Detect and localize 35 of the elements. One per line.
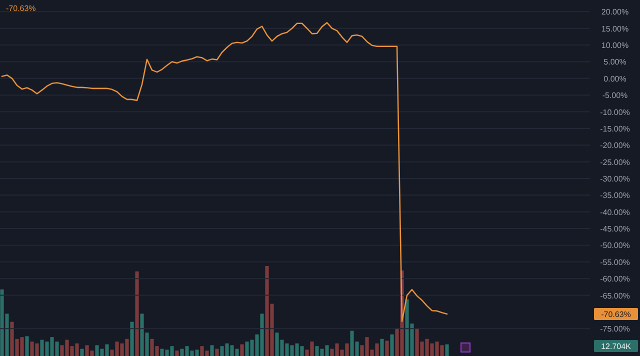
y-tick-label: 5.00% [604, 58, 626, 67]
y-tick-label: -35.00% [600, 191, 630, 200]
y-tick-label: -5.00% [602, 91, 628, 100]
bar [80, 348, 84, 356]
bar [445, 344, 449, 356]
bar [175, 350, 179, 356]
line-series [1, 22, 448, 322]
bar [210, 345, 214, 356]
y-tick-label: -40.00% [600, 208, 630, 217]
bar [215, 348, 219, 356]
bar [380, 338, 384, 356]
text: -70.63% [6, 4, 36, 13]
y-tick-label: 10.00% [601, 41, 629, 50]
y-tick-label: -75.00% [600, 324, 630, 334]
bar [240, 344, 244, 356]
bar [390, 334, 394, 356]
bar [25, 336, 29, 356]
y-tick-label: -25.00% [600, 158, 630, 167]
bar [130, 322, 134, 356]
y-tick-label: -10.00% [600, 108, 630, 117]
text: 12.704K [601, 342, 632, 351]
y-tick-label: -45.00% [600, 224, 630, 234]
y-tick-label: 0.00% [604, 74, 626, 84]
bar [385, 340, 389, 356]
y-tick-label: -20.00% [600, 141, 630, 150]
y-tick-label: 15.00% [601, 24, 629, 34]
text: -70.63% [601, 310, 631, 320]
y-tick-label: -60.00% [600, 274, 630, 284]
bar [135, 271, 139, 356]
y-tick-label: -15.00% [600, 124, 630, 134]
y-tick-label: -55.00% [600, 258, 630, 267]
y-tick-label: -50.00% [600, 241, 630, 250]
y-tick-label: -65.00% [600, 291, 630, 300]
y-tick-label: 20.00% [601, 8, 629, 17]
y-tick-label: -30.00% [600, 174, 630, 184]
